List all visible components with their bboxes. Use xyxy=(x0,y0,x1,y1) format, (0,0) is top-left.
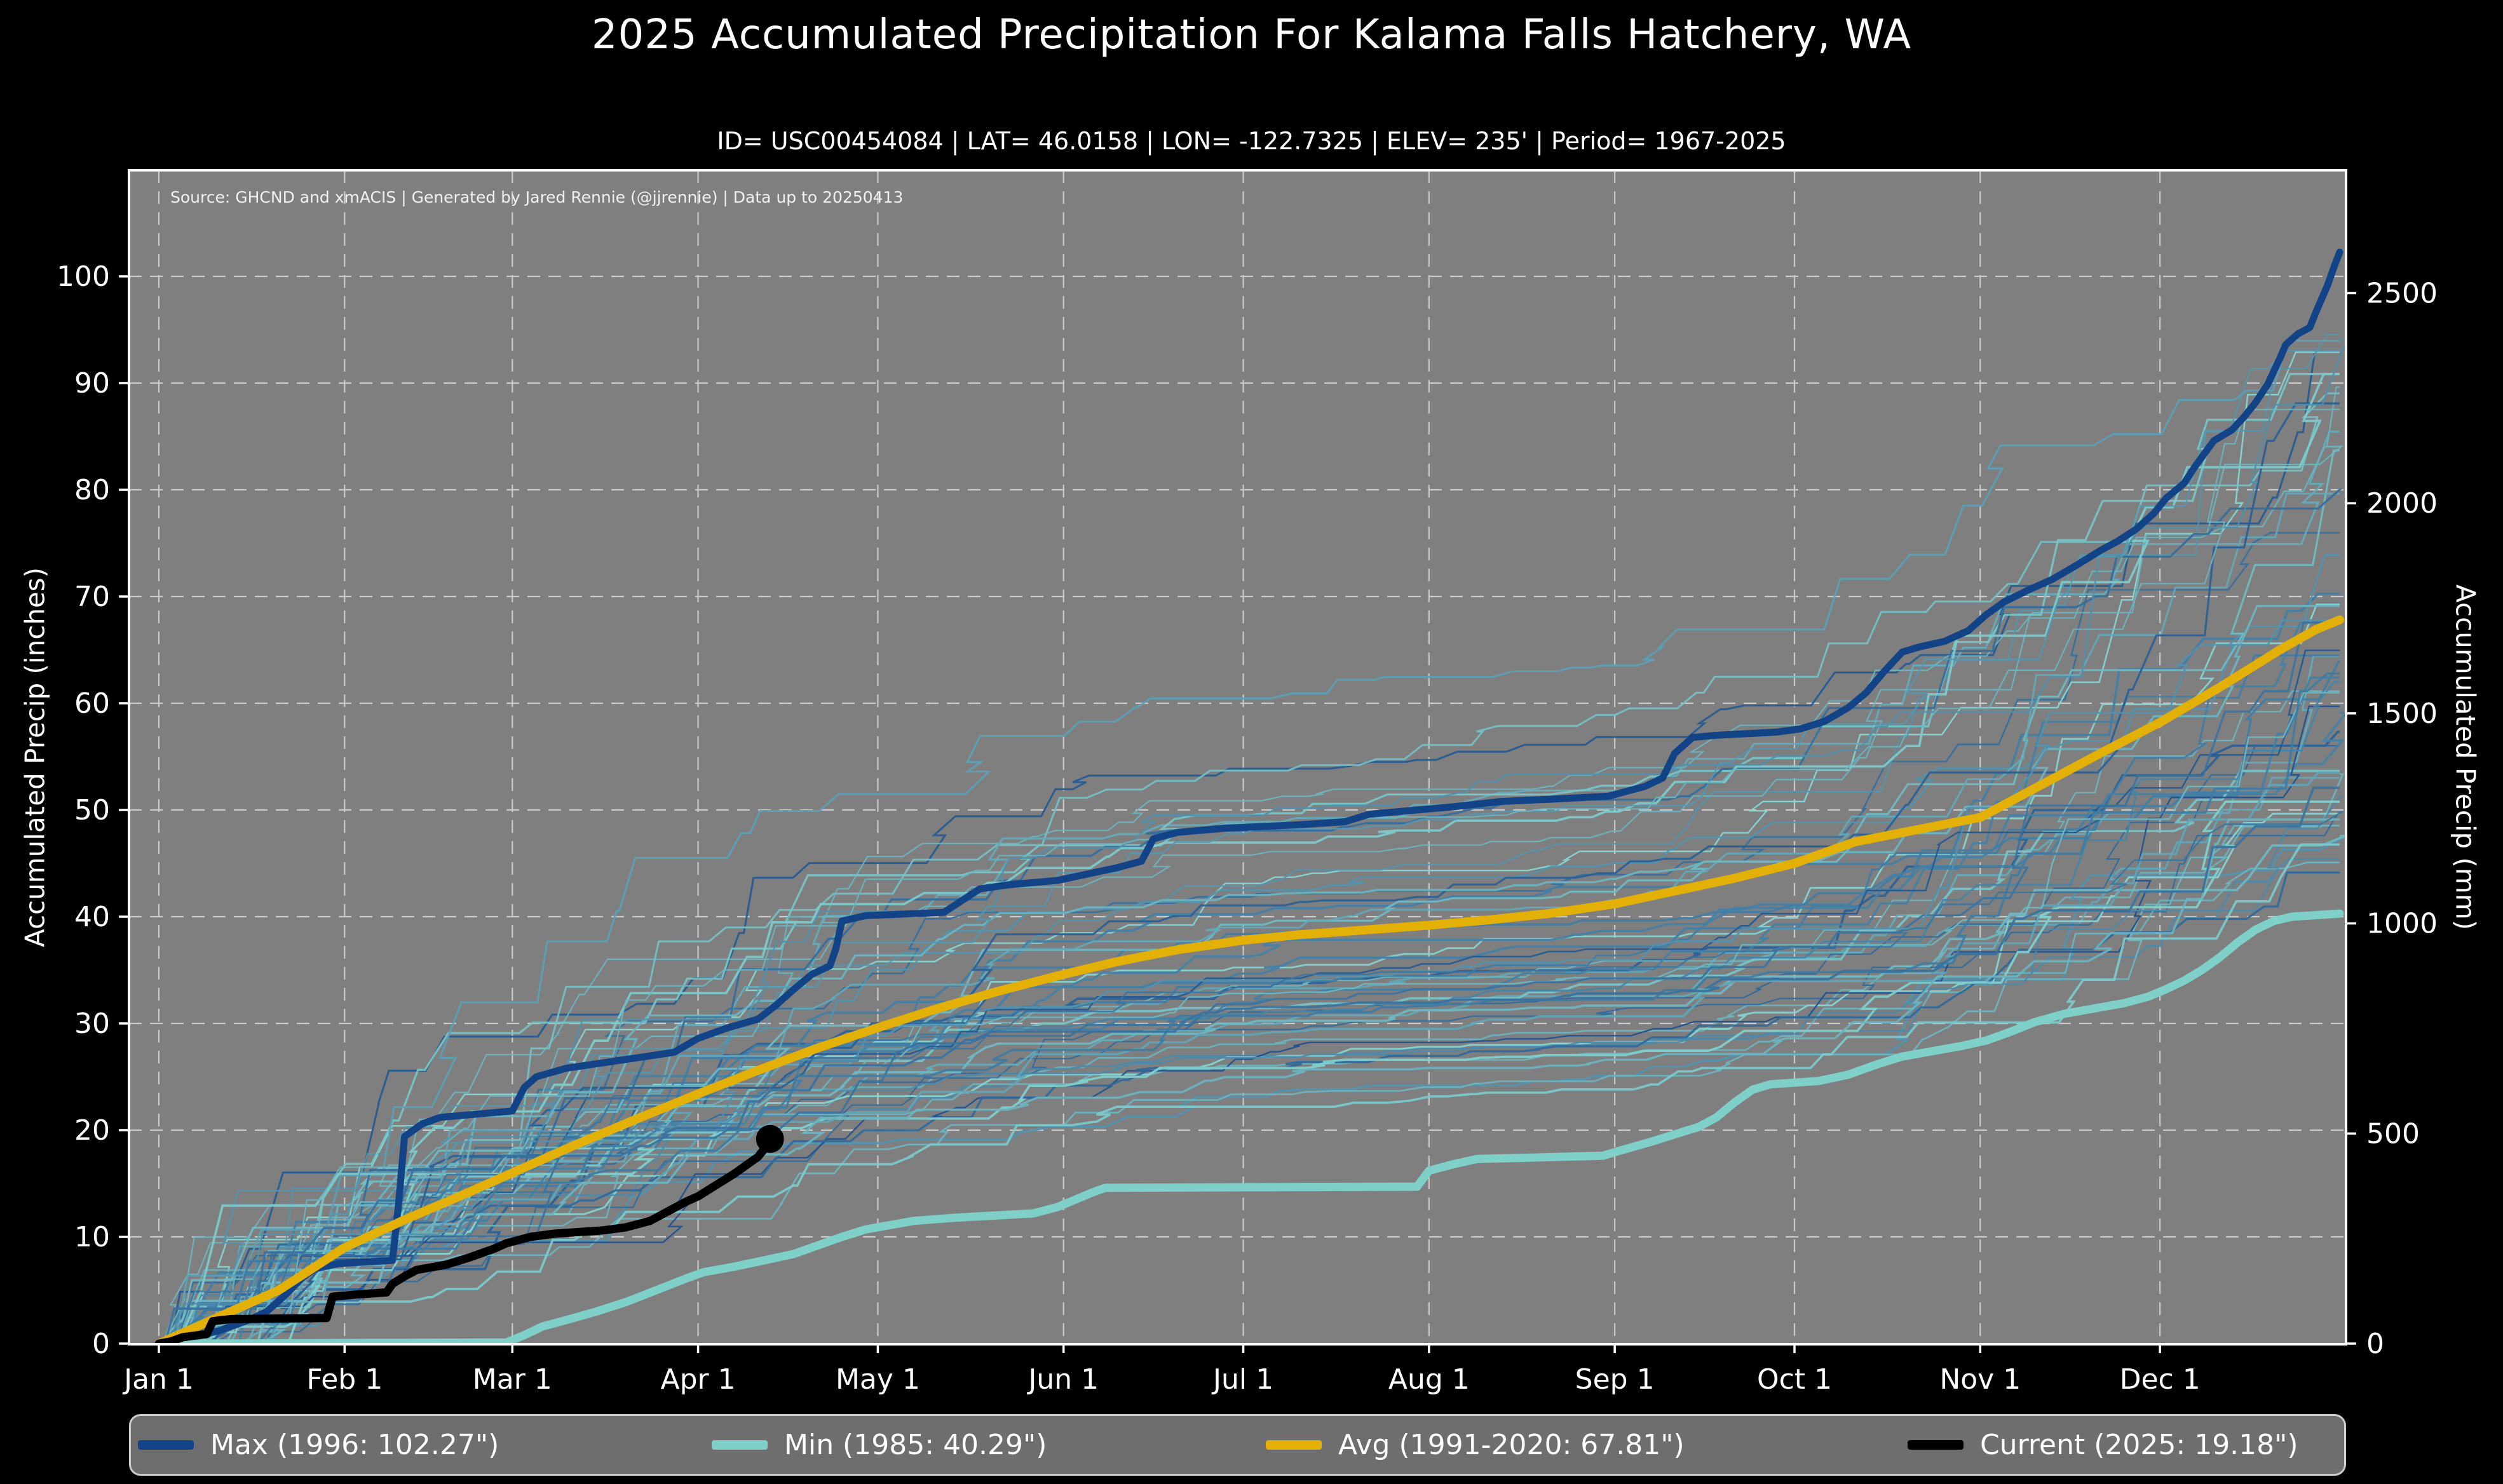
svg-text:2500: 2500 xyxy=(2366,277,2438,309)
svg-text:Nov 1: Nov 1 xyxy=(1939,1363,2021,1396)
svg-text:Apr 1: Apr 1 xyxy=(661,1363,736,1396)
current-2025-line xyxy=(154,1135,775,1344)
svg-text:Jan 1: Jan 1 xyxy=(122,1363,194,1396)
legend-item-current: Current (2025: 19.18") xyxy=(1908,1416,2298,1474)
svg-text:Dec 1: Dec 1 xyxy=(2120,1363,2201,1396)
ensemble-year-lines xyxy=(158,334,2346,1344)
svg-text:Jul 1: Jul 1 xyxy=(1211,1363,1273,1396)
plot-area xyxy=(129,170,2346,1344)
svg-text:10: 10 xyxy=(74,1221,110,1253)
avg-1991-2020-line xyxy=(154,615,2344,1344)
svg-text:0: 0 xyxy=(2366,1328,2384,1360)
svg-text:100: 100 xyxy=(57,260,110,293)
svg-text:May 1: May 1 xyxy=(836,1363,920,1396)
svg-text:1500: 1500 xyxy=(2366,698,2438,730)
min-1985-line xyxy=(154,909,2344,1344)
station-subtitle: ID= USC00454084 | LAT= 46.0158 | LON= -1… xyxy=(717,127,1786,155)
svg-text:Aug 1: Aug 1 xyxy=(1388,1363,1470,1396)
svg-text:Sep 1: Sep 1 xyxy=(1575,1363,1655,1396)
svg-text:500: 500 xyxy=(2366,1117,2420,1150)
avg-line-swatch xyxy=(1266,1440,1322,1450)
current-line-swatch xyxy=(1908,1440,1964,1450)
svg-text:30: 30 xyxy=(74,1008,110,1040)
svg-text:40: 40 xyxy=(74,901,110,933)
y-axis-label-mm: Accumulated Precip (mm) xyxy=(2450,584,2481,931)
legend-item-max: Max (1996: 102.27") xyxy=(138,1416,499,1474)
legend-label-min: Min (1985: 40.29") xyxy=(784,1429,1047,1461)
svg-text:90: 90 xyxy=(74,367,110,400)
svg-text:60: 60 xyxy=(74,687,110,720)
min-line-swatch xyxy=(712,1440,768,1450)
svg-text:70: 70 xyxy=(74,581,110,613)
plot-border xyxy=(128,169,2347,1346)
current-endpoint-dot xyxy=(756,1124,784,1153)
svg-text:20: 20 xyxy=(74,1114,110,1147)
svg-text:Mar 1: Mar 1 xyxy=(473,1363,552,1396)
svg-text:Oct 1: Oct 1 xyxy=(1757,1363,1832,1396)
legend-label-current: Current (2025: 19.18") xyxy=(1980,1429,2298,1461)
legend-label-avg: Avg (1991-2020: 67.81") xyxy=(1338,1429,1685,1461)
svg-text:0: 0 xyxy=(92,1328,110,1360)
svg-text:50: 50 xyxy=(74,794,110,826)
svg-text:1000: 1000 xyxy=(2366,908,2438,940)
max-line-swatch xyxy=(138,1440,194,1450)
svg-text:Jun 1: Jun 1 xyxy=(1026,1363,1099,1396)
legend: Max (1996: 102.27") Min (1985: 40.29") A… xyxy=(129,1414,2346,1476)
tick-marks xyxy=(119,275,2356,1353)
svg-text:Feb 1: Feb 1 xyxy=(306,1363,383,1396)
source-note: Source: GHCND and xmACIS | Generated by … xyxy=(170,188,904,206)
tick-labels: 0102030405060708090100050010001500200025… xyxy=(57,260,2438,1396)
legend-item-min: Min (1985: 40.29") xyxy=(712,1416,1047,1474)
page-title: 2025 Accumulated Precipitation For Kalam… xyxy=(591,11,1912,58)
y-axis-label-inches: Accumulated Precip (inches) xyxy=(19,567,51,948)
svg-text:2000: 2000 xyxy=(2366,487,2438,520)
svg-text:80: 80 xyxy=(74,474,110,506)
max-1996-line xyxy=(155,248,2344,1344)
legend-item-avg: Avg (1991-2020: 67.81") xyxy=(1266,1416,1685,1474)
legend-label-max: Max (1996: 102.27") xyxy=(210,1429,499,1461)
